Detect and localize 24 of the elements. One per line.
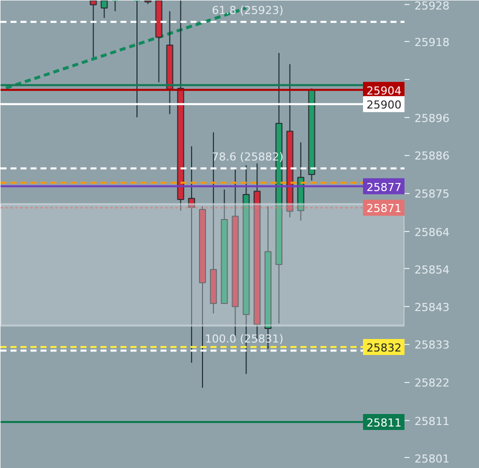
ref-line-label: 25877 [366,180,402,194]
y-tick-label: 25833 [414,338,450,352]
y-tick-label: 25918 [414,36,450,50]
y-tick-label: 25843 [414,300,450,314]
y-tick-label: 25822 [414,376,450,390]
y-tick-label: 25864 [414,226,450,239]
y-tick-label: 25801 [414,452,450,466]
y-tick-label: 25896 [414,112,450,125]
candlestick [90,0,97,58]
candlestick [133,0,140,118]
ref-line-label: 25900 [366,98,402,112]
y-tick-label: 25875 [414,188,450,201]
y-tick-label: 25854 [414,263,450,276]
annotation: 61.8 (25923) [212,4,284,17]
ref-line-label: 25832 [366,342,402,355]
y-tick-label: 25928 [414,0,450,12]
y-tick-label: 25811 [414,415,450,428]
ref-line-label: 25904 [366,84,402,98]
ref-line-label: 25871 [366,202,402,216]
candlestick [188,146,196,364]
candlestick [112,0,119,12]
ref-line-label: 25811 [366,416,402,430]
candlestick [100,0,108,19]
y-tick-label: 25886 [414,150,450,163]
